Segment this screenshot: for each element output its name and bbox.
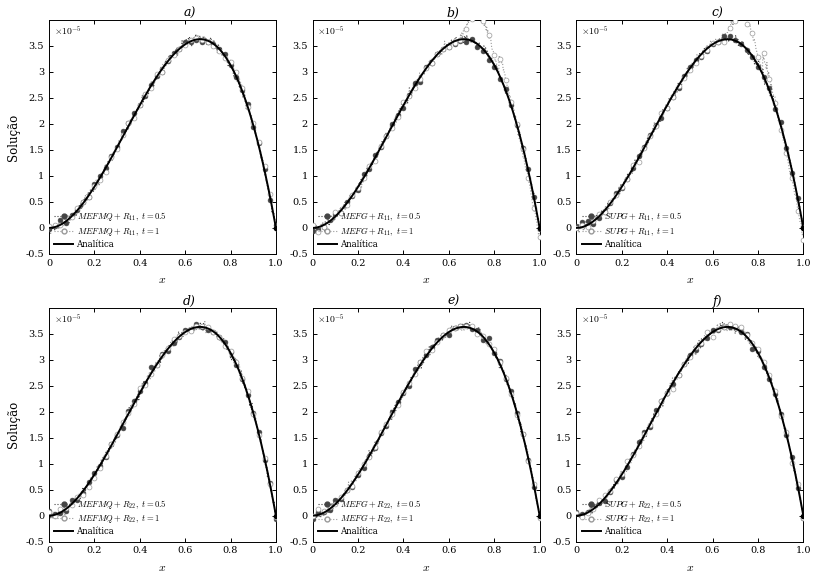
X-axis label: $x$: $x$ (159, 273, 167, 286)
X-axis label: $x$: $x$ (422, 561, 430, 574)
X-axis label: $x$: $x$ (685, 561, 694, 574)
X-axis label: $x$: $x$ (159, 561, 167, 574)
Text: $\times10^{-5}$: $\times10^{-5}$ (581, 313, 609, 325)
Title: e): e) (447, 295, 460, 308)
Y-axis label: Solução: Solução (7, 113, 20, 160)
X-axis label: $x$: $x$ (422, 273, 430, 286)
Title: d): d) (183, 295, 196, 308)
Legend: $MEFMQ+R_{22},\ t=0.5$, $MEFMQ+R_{22},\ t=1$, Analítica: $MEFMQ+R_{22},\ t=0.5$, $MEFMQ+R_{22},\ … (53, 497, 167, 537)
Text: $\times10^{-5}$: $\times10^{-5}$ (581, 24, 609, 37)
Legend: $SUPG+R_{22},\ t=0.5$, $SUPG+R_{22},\ t=1$, Analítica: $SUPG+R_{22},\ t=0.5$, $SUPG+R_{22},\ t=… (581, 497, 683, 537)
Text: $\times10^{-5}$: $\times10^{-5}$ (53, 313, 82, 325)
X-axis label: $x$: $x$ (685, 273, 694, 286)
Title: c): c) (711, 7, 723, 20)
Title: f): f) (712, 295, 721, 308)
Text: $\times10^{-5}$: $\times10^{-5}$ (317, 313, 345, 325)
Text: $\times10^{-5}$: $\times10^{-5}$ (317, 24, 345, 37)
Y-axis label: Solução: Solução (7, 401, 20, 449)
Title: a): a) (183, 7, 196, 20)
Legend: $SUPG+R_{11},\ t=0.5$, $SUPG+R_{11},\ t=1$, Analítica: $SUPG+R_{11},\ t=0.5$, $SUPG+R_{11},\ t=… (581, 210, 683, 250)
Title: b): b) (447, 7, 460, 20)
Legend: $MEFG+R_{22},\ t=0.5$, $MEFG+R_{22},\ t=1$, Analítica: $MEFG+R_{22},\ t=0.5$, $MEFG+R_{22},\ t=… (317, 497, 423, 537)
Legend: $MEFG+R_{11},\ t=0.5$, $MEFG+R_{11},\ t=1$, Analítica: $MEFG+R_{11},\ t=0.5$, $MEFG+R_{11},\ t=… (317, 210, 423, 250)
Text: $\times10^{-5}$: $\times10^{-5}$ (53, 24, 82, 37)
Legend: $MEFMQ+R_{11},\ t=0.5$, $MEFMQ+R_{11},\ t=1$, Analítica: $MEFMQ+R_{11},\ t=0.5$, $MEFMQ+R_{11},\ … (53, 210, 167, 250)
